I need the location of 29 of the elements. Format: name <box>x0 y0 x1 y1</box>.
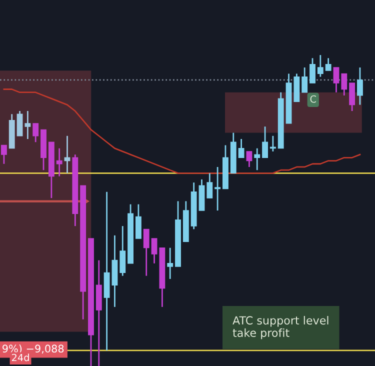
candlestick <box>120 225 126 277</box>
candlestick <box>24 110 31 140</box>
candlestick <box>302 66 308 94</box>
candlestick <box>325 57 332 72</box>
candlestick <box>333 66 340 94</box>
candlestick <box>16 110 23 137</box>
candlestick <box>167 247 174 280</box>
candlestick <box>310 57 316 84</box>
candlestick <box>254 148 260 171</box>
candlestick <box>270 135 276 152</box>
candlestick <box>341 73 348 96</box>
candlestick <box>357 66 363 106</box>
candlestick <box>262 126 268 158</box>
candlestick <box>32 122 39 143</box>
candlestick <box>206 172 213 199</box>
candlestick <box>151 238 158 264</box>
candlestick <box>246 150 252 168</box>
candlestick <box>349 82 356 112</box>
candlestick <box>135 204 142 240</box>
candlestick <box>214 166 221 212</box>
annotation: C <box>310 95 316 103</box>
candlestick <box>56 148 62 178</box>
candlestick <box>238 138 244 158</box>
annotation: 24d <box>12 354 29 362</box>
candlestick <box>317 54 324 78</box>
annotation: 9%) −9,088 <box>2 344 64 354</box>
candlestick <box>143 228 150 277</box>
candlestick <box>0 144 7 165</box>
annotation: ATC support level take profit <box>232 316 328 340</box>
